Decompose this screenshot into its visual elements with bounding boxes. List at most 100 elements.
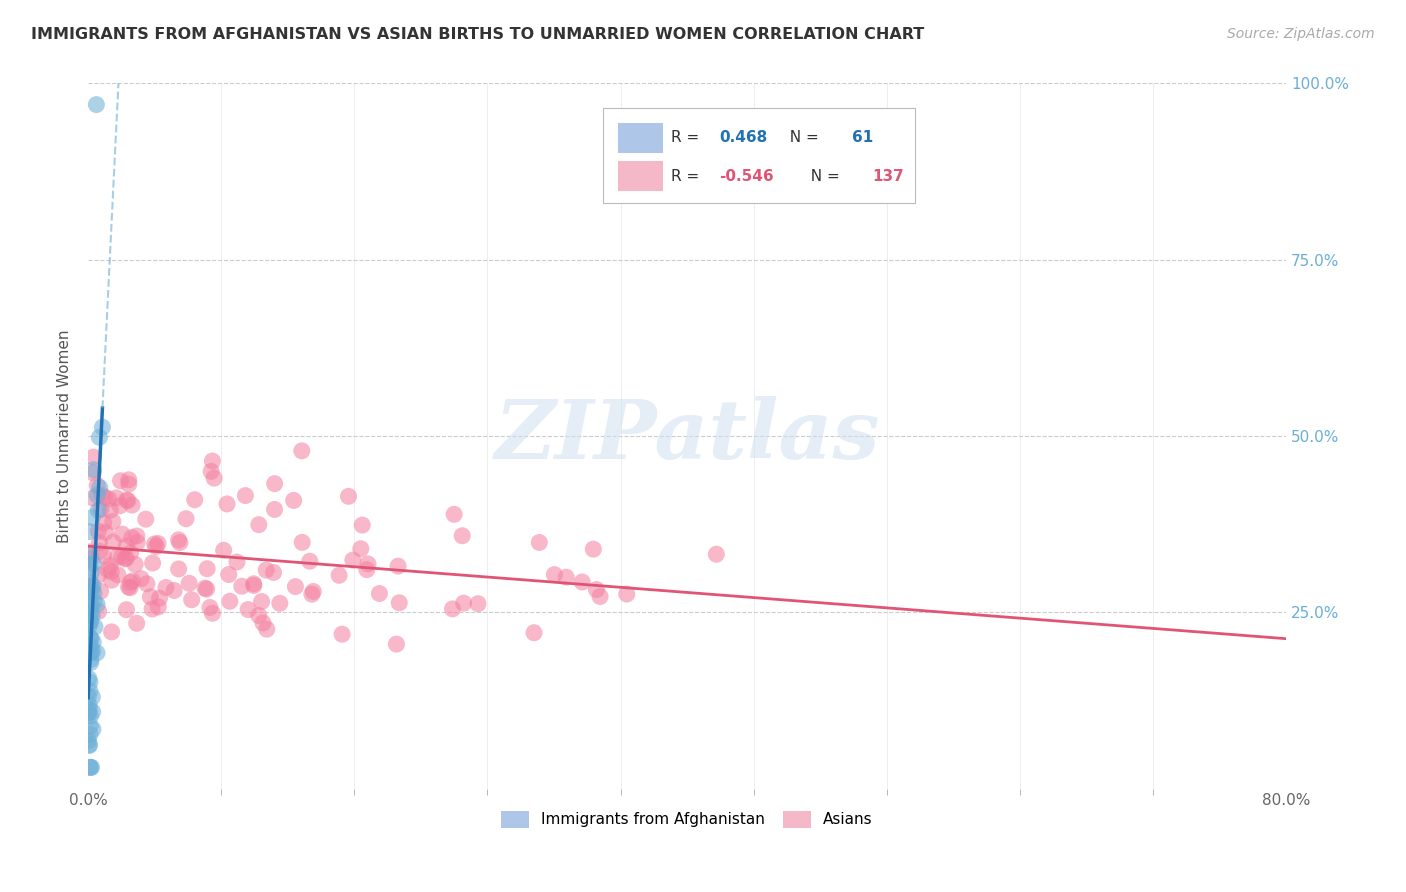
Point xyxy=(169,535,191,549)
Point xyxy=(77,698,100,712)
Point xyxy=(120,575,142,590)
Point xyxy=(77,733,100,747)
Point xyxy=(100,565,122,579)
Point xyxy=(82,557,104,571)
Text: Source: ZipAtlas.com: Source: ZipAtlas.com xyxy=(1227,27,1375,41)
Point xyxy=(145,540,167,554)
Point xyxy=(129,572,152,586)
Point xyxy=(263,566,285,580)
Point xyxy=(79,738,101,752)
Point xyxy=(90,584,112,599)
Point xyxy=(83,463,105,477)
Point xyxy=(101,515,124,529)
Point xyxy=(111,549,134,564)
Point xyxy=(111,527,134,541)
Point xyxy=(118,473,141,487)
Point xyxy=(387,559,409,574)
Point xyxy=(79,545,101,559)
Point xyxy=(135,576,157,591)
Point xyxy=(79,709,101,723)
Point xyxy=(184,492,207,507)
Point xyxy=(79,719,101,733)
Point xyxy=(80,632,103,646)
Point xyxy=(231,579,253,593)
Point xyxy=(77,739,100,753)
Point xyxy=(90,502,112,516)
Point xyxy=(127,535,149,549)
Point xyxy=(79,558,101,573)
Point xyxy=(120,581,142,595)
Point xyxy=(115,551,138,566)
Point xyxy=(82,635,104,649)
Point xyxy=(388,596,411,610)
Point xyxy=(94,491,117,505)
Point xyxy=(79,549,101,564)
Point xyxy=(283,493,305,508)
Point xyxy=(86,646,108,660)
Point xyxy=(77,607,100,621)
Point xyxy=(79,727,101,741)
Point xyxy=(118,477,141,491)
Text: -0.546: -0.546 xyxy=(720,169,775,184)
Point xyxy=(385,637,408,651)
Point xyxy=(79,614,101,628)
Point xyxy=(155,581,177,595)
Point xyxy=(235,489,257,503)
Point xyxy=(117,580,139,594)
Point xyxy=(252,615,274,630)
Point xyxy=(328,568,350,582)
Point xyxy=(79,602,101,616)
Point xyxy=(79,702,101,716)
Point xyxy=(89,544,111,558)
Point xyxy=(704,547,727,561)
Bar xyxy=(617,161,664,191)
Point xyxy=(77,672,100,686)
Point xyxy=(135,512,157,526)
Point xyxy=(105,550,128,565)
Point xyxy=(105,491,128,505)
Point xyxy=(218,594,240,608)
Point xyxy=(79,596,101,610)
Point xyxy=(77,690,100,704)
Point xyxy=(86,478,108,492)
Point xyxy=(124,558,146,572)
Point xyxy=(97,491,120,506)
Point xyxy=(198,600,221,615)
Text: R =: R = xyxy=(672,130,704,145)
Point xyxy=(291,443,314,458)
Point xyxy=(148,599,170,614)
Point xyxy=(82,450,104,464)
Point xyxy=(254,563,277,577)
Point xyxy=(263,476,285,491)
Point xyxy=(357,557,380,571)
Point xyxy=(82,510,104,524)
Bar xyxy=(617,123,664,153)
Point xyxy=(79,585,101,599)
Point xyxy=(79,632,101,646)
Point xyxy=(121,498,143,512)
Point xyxy=(86,598,108,612)
Point xyxy=(218,567,240,582)
Point xyxy=(350,541,373,556)
Point xyxy=(77,619,100,633)
Point xyxy=(201,607,224,621)
Point xyxy=(356,563,378,577)
Point xyxy=(195,582,218,596)
Point xyxy=(202,471,225,485)
Point xyxy=(571,574,593,589)
Point xyxy=(146,536,169,550)
Point xyxy=(298,554,321,568)
Point xyxy=(212,543,235,558)
Point xyxy=(77,706,100,720)
Point xyxy=(167,562,190,576)
Point xyxy=(242,576,264,591)
Point xyxy=(201,454,224,468)
Point xyxy=(555,570,578,584)
Point xyxy=(441,602,464,616)
Point xyxy=(582,542,605,557)
Point xyxy=(80,646,103,660)
Point xyxy=(94,525,117,540)
Point xyxy=(302,584,325,599)
Point xyxy=(79,760,101,774)
Point xyxy=(89,535,111,549)
